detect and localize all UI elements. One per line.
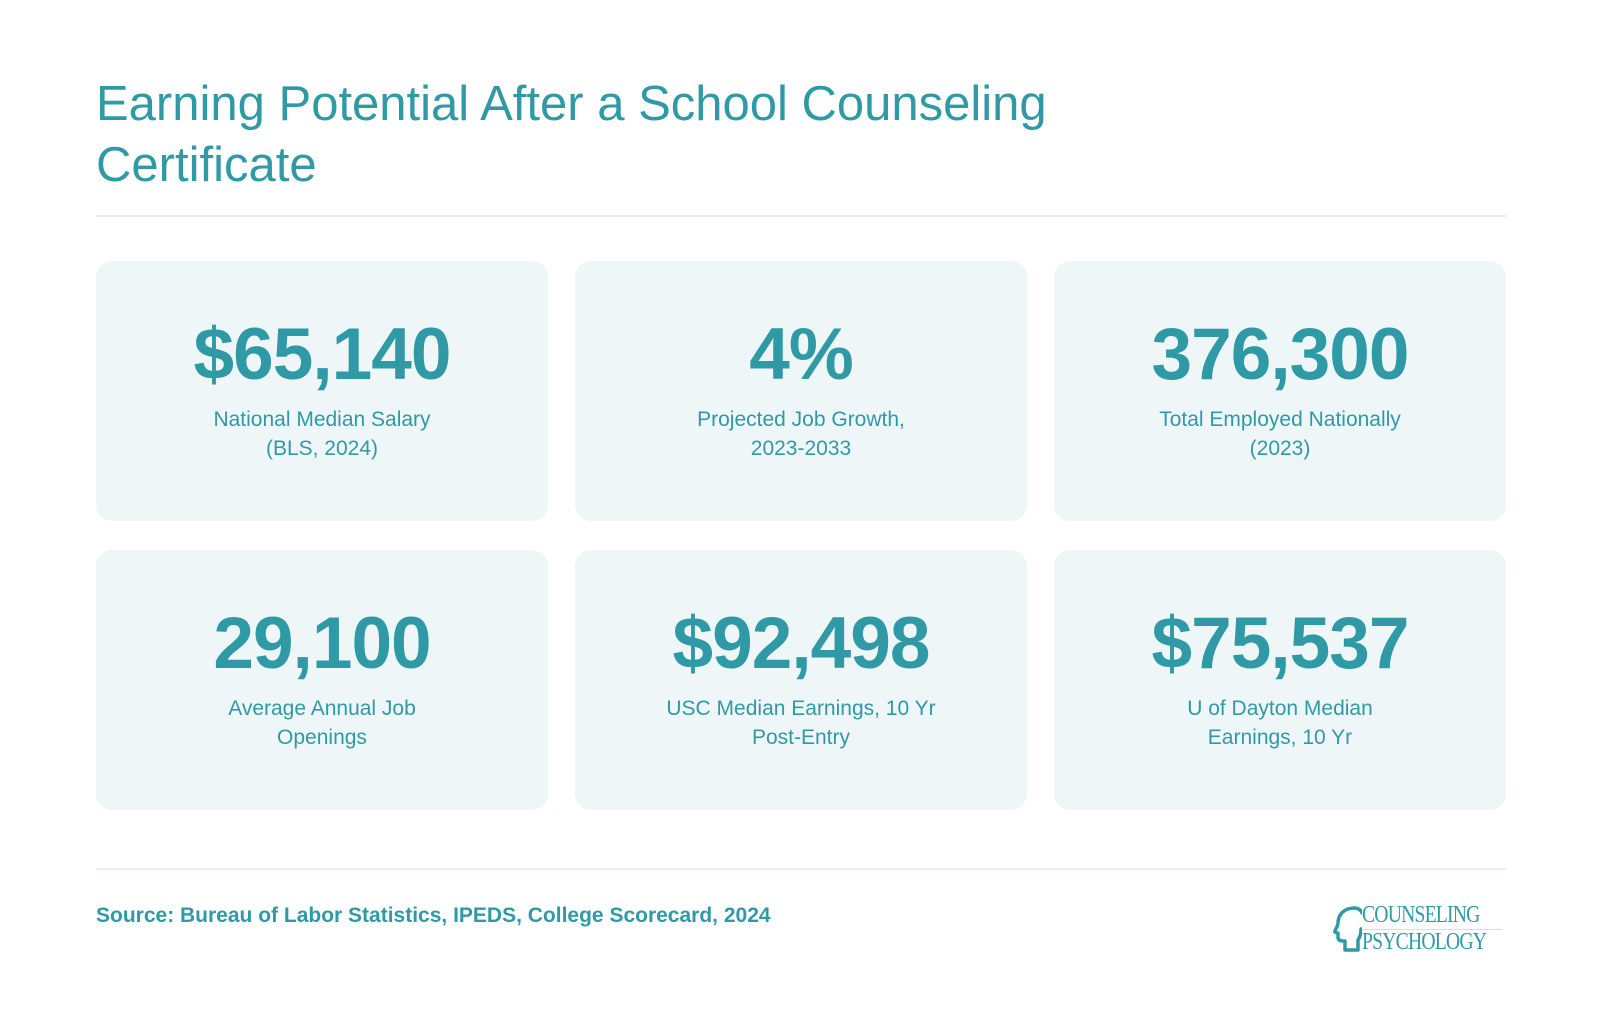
logo-text-bottom: PSYCHOLOGY — [1362, 929, 1487, 955]
stat-card-annual-openings: 29,100 Average Annual Job Openings — [96, 550, 548, 810]
stat-label-line: Projected Job Growth, — [697, 408, 905, 431]
page-title: Earning Potential After a School Counsel… — [96, 77, 1047, 192]
bottom-divider — [96, 868, 1506, 870]
stat-label-line: Earnings, 10 Yr — [1207, 726, 1353, 749]
stat-label-line: Post-Entry — [751, 726, 851, 749]
stat-label: USC Median Earnings, 10 Yr Post-Entry — [666, 694, 935, 752]
stat-label: Average Annual Job Openings — [228, 694, 416, 752]
head-profile-icon — [1333, 906, 1362, 952]
stat-label-line: Openings — [277, 726, 367, 749]
stat-label-line: 2023-2033 — [750, 437, 852, 460]
source-note: Source: Bureau of Labor Statistics, IPED… — [96, 904, 771, 927]
stat-label-line: (2023) — [1249, 437, 1311, 460]
stat-label-line: Total Employed Nationally — [1159, 408, 1401, 431]
stat-card-job-growth: 4% Projected Job Growth, 2023-2033 — [575, 261, 1027, 521]
logo-divider — [1362, 929, 1502, 930]
stat-label: National Median Salary (BLS, 2024) — [213, 405, 430, 463]
top-divider — [96, 215, 1506, 217]
stat-card-usc-earnings: $92,498 USC Median Earnings, 10 Yr Post-… — [575, 550, 1027, 810]
stat-label: U of Dayton Median Earnings, 10 Yr — [1187, 694, 1373, 752]
stat-label: Total Employed Nationally (2023) — [1159, 405, 1401, 463]
stat-card-total-employed: 376,300 Total Employed Nationally (2023) — [1054, 261, 1506, 521]
brand-logo: COUNSELING PSYCHOLOGY — [1332, 900, 1504, 956]
stat-label-line: U of Dayton Median — [1187, 697, 1373, 720]
stat-card-median-salary: $65,140 National Median Salary (BLS, 202… — [96, 261, 548, 521]
stat-value: 29,100 — [213, 603, 431, 684]
stat-value: $75,537 — [1151, 603, 1410, 684]
stat-label-line: Average Annual Job — [228, 697, 416, 720]
stat-value: 4% — [749, 314, 854, 395]
logo-text-top: COUNSELING — [1362, 902, 1480, 928]
stat-value: 376,300 — [1151, 314, 1410, 395]
stats-grid: $65,140 National Median Salary (BLS, 202… — [96, 261, 1506, 810]
stat-label-line: USC Median Earnings, 10 Yr — [666, 697, 936, 720]
stat-label-line: (BLS, 2024) — [265, 437, 379, 460]
stat-value: $92,498 — [672, 603, 931, 684]
stat-card-dayton-earnings: $75,537 U of Dayton Median Earnings, 10 … — [1054, 550, 1506, 810]
stat-label-line: National Median Salary — [213, 408, 431, 431]
stat-label: Projected Job Growth, 2023-2033 — [697, 405, 905, 463]
stat-value: $65,140 — [193, 314, 452, 395]
